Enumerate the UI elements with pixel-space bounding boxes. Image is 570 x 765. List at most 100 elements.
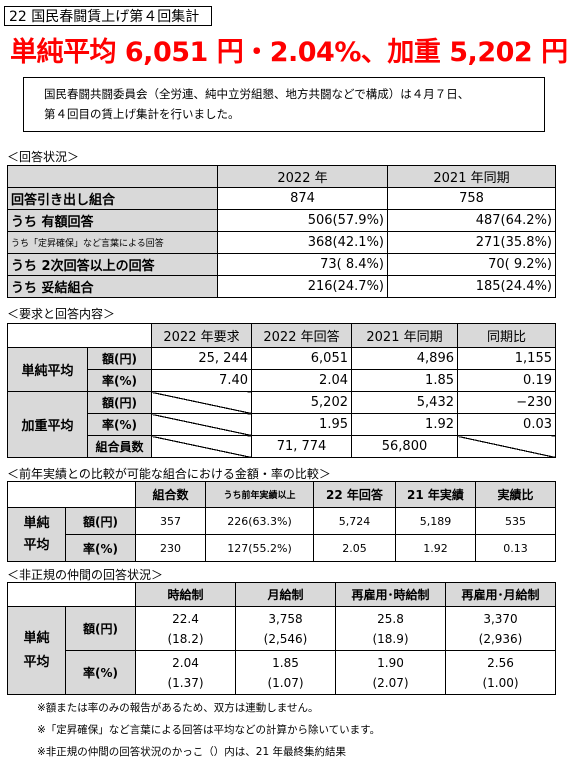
table-row: 組合員数 71, 774 56,800 — [8, 435, 556, 458]
intro-line-2: 第４回目の賃上げ集計を行いました。 — [44, 107, 240, 121]
value-2021: 70( 9.2%) — [387, 253, 556, 276]
last-year-value: (1.37) — [167, 675, 204, 690]
amount-label: 額(円) — [87, 347, 152, 370]
row-label: 回答引き出し組合 — [7, 187, 218, 210]
last-year-value: (18.2) — [167, 631, 204, 646]
header-cell: うち前年実績以上 — [205, 481, 314, 508]
intro-line-1: 国民春闘共闘委員会（全労連、純中立労組懇、地方共闘などで構成）は４月７日、 — [44, 87, 470, 101]
weighted-amount-2022: 5,202 — [251, 391, 352, 414]
value-2021: 487(64.2%) — [387, 209, 556, 232]
label-line-1: 単純 — [23, 630, 50, 646]
table-row: 率(%) 2.04 (1.37) 1.85 (1.07) 1.90 (2.07)… — [8, 650, 556, 695]
last-year-value: (2,936) — [478, 631, 523, 646]
table-row: 率(%) 1.95 1.92 0.03 — [8, 413, 556, 436]
current-value: 2.04 — [172, 655, 199, 670]
simple-amount-diff: 1,155 — [457, 347, 556, 370]
footnote: ※「定昇確保」など言葉による回答は平均などの計算から除いています。 — [37, 724, 381, 736]
result-2021: 5,189 — [395, 507, 476, 535]
row-label: うち 有額回答 — [7, 209, 218, 232]
rate-label: 率(%) — [87, 369, 152, 392]
header-cell: 再雇用･月給制 — [445, 582, 556, 607]
table-header-row: 組合数 うち前年実績以上 22 年回答 21 年実績 実績比 — [7, 481, 556, 508]
simple-rate-diff: 0.19 — [457, 369, 556, 392]
nonregular-table: 時給制 月給制 再雇用･時給制 再雇用･月給制 単純 平均 額(円) 22.4 … — [7, 582, 556, 695]
header-cell: 21 年実績 — [395, 481, 476, 508]
value-2021: 758 — [387, 187, 556, 210]
header-cell: 実績比 — [475, 481, 556, 508]
value-2022: 506(57.9%) — [217, 209, 388, 232]
hourly-rate: 2.04 (1.37) — [135, 650, 236, 695]
corner-cell — [7, 323, 152, 348]
table-row: うち「定昇確保」など言葉による回答 368(42.1%) 271(35.8%) — [7, 231, 556, 254]
current-value: 25.8 — [377, 611, 404, 626]
header-cell: 同期比 — [457, 323, 556, 348]
value-2022: 73( 8.4%) — [217, 253, 388, 276]
table-row: 単純平均 額(円) 25, 244 6,051 4,896 1,155 — [7, 347, 556, 392]
result-ratio: 535 — [475, 507, 556, 535]
table-header-row: 2022 年 2021 年同期 — [7, 165, 556, 188]
union-count: 230 — [135, 534, 206, 562]
row-label: うち「定昇確保」など言葉による回答 — [7, 231, 218, 254]
table-row: 単純 平均 額(円) 22.4 (18.2) 3,758 (2,546) 25.… — [7, 606, 556, 695]
value-2022: 874 — [217, 187, 388, 210]
empty-slash-cell — [151, 413, 252, 436]
monthly-rate: 1.85 (1.07) — [235, 650, 336, 695]
above-last-year: 127(55.2%) — [205, 534, 314, 562]
row-label: うち 妥結組合 — [7, 275, 218, 298]
weighted-amount-2021: 5,432 — [351, 391, 458, 414]
demands-table: 2022 年要求 2022 年回答 2021 年同期 同期比 単純平均 額(円)… — [7, 323, 556, 458]
simple-rate-2021: 1.85 — [351, 369, 458, 392]
last-year-value: (2.07) — [372, 675, 409, 690]
table-row: うち 2次回答以上の回答 73( 8.4%) 70( 9.2%) — [7, 253, 556, 276]
weighted-rate-2022: 1.95 — [251, 413, 352, 436]
report-tag: 22 国民春闘賃上げ第４回集計 — [4, 6, 212, 26]
table-header-row: 時給制 月給制 再雇用･時給制 再雇用･月給制 — [7, 582, 556, 607]
rate-label: 率(%) — [65, 534, 136, 562]
empty-slash-cell — [457, 435, 556, 458]
simple-amount-2022: 6,051 — [251, 347, 352, 370]
members-2022: 71, 774 — [251, 435, 352, 458]
header-cell: 月給制 — [235, 582, 336, 607]
answer-2022: 5,724 — [313, 507, 396, 535]
empty-slash-cell — [151, 435, 252, 458]
simple-rate-demand: 7.40 — [151, 369, 252, 392]
monthly-amount: 3,758 (2,546) — [235, 606, 336, 651]
above-last-year: 226(63.3%) — [205, 507, 314, 535]
last-year-value: (2,546) — [263, 631, 308, 646]
table-header-row: 2022 年要求 2022 年回答 2021 年同期 同期比 — [7, 323, 556, 348]
weighted-rate-2021: 1.92 — [351, 413, 458, 436]
intro-box: 国民春闘共闘委員会（全労連、純中立労組懇、地方共闘などで構成）は４月７日、 第４… — [23, 77, 545, 132]
current-value: 3,370 — [483, 611, 518, 626]
header-cell: 2021 年同期 — [351, 323, 458, 348]
rehire-monthly-amount: 3,370 (2,936) — [445, 606, 556, 651]
rate-label: 率(%) — [87, 413, 152, 436]
section-title-comparison: ＜前年実績との比較が可能な組合における金額・率の比較＞ — [7, 467, 331, 481]
value-2021: 271(35.8%) — [387, 231, 556, 254]
result-ratio: 0.13 — [475, 534, 556, 562]
footnote: ※額または率のみの報告があるため、双方は連動しません。 — [37, 702, 319, 714]
comparison-table: 組合数 うち前年実績以上 22 年回答 21 年実績 実績比 単純 平均 額(円… — [7, 481, 556, 562]
members-label: 組合員数 — [87, 435, 152, 458]
table-row: 加重平均 額(円) 5,202 5,432 −230 — [7, 391, 556, 458]
current-value: 3,758 — [268, 611, 303, 626]
weighted-rate-diff: 0.03 — [457, 413, 556, 436]
corner-cell — [7, 582, 136, 607]
table-row: 単純 平均 額(円) 357 226(63.3%) 5,724 5,189 53… — [7, 507, 556, 562]
header-cell: 2022 年要求 — [151, 323, 252, 348]
header-cell: 2022 年回答 — [251, 323, 352, 348]
table-row: うち 妥結組合 216(24.7%) 185(24.4%) — [7, 275, 556, 298]
rehire-hourly-rate: 1.90 (2.07) — [335, 650, 446, 695]
current-value: 1.90 — [377, 655, 404, 670]
table-row: うち 有額回答 506(57.9%) 487(64.2%) — [7, 209, 556, 232]
label-line-2: 平均 — [23, 654, 50, 670]
table-row: 回答引き出し組合 874 758 — [7, 187, 556, 210]
header-cell: 2021 年同期 — [387, 165, 556, 188]
response-status-table: 2022 年 2021 年同期 回答引き出し組合 874 758 うち 有額回答… — [7, 165, 556, 298]
value-2021: 185(24.4%) — [387, 275, 556, 298]
headline: 単純平均 6,051 円・2.04%、加重 5,202 円 — [10, 37, 568, 68]
last-year-value: (1.00) — [482, 675, 519, 690]
row-label: うち 2次回答以上の回答 — [7, 253, 218, 276]
hourly-amount: 22.4 (18.2) — [135, 606, 236, 651]
value-2022: 216(24.7%) — [217, 275, 388, 298]
section-title-demands: ＜要求と回答内容＞ — [7, 307, 116, 321]
